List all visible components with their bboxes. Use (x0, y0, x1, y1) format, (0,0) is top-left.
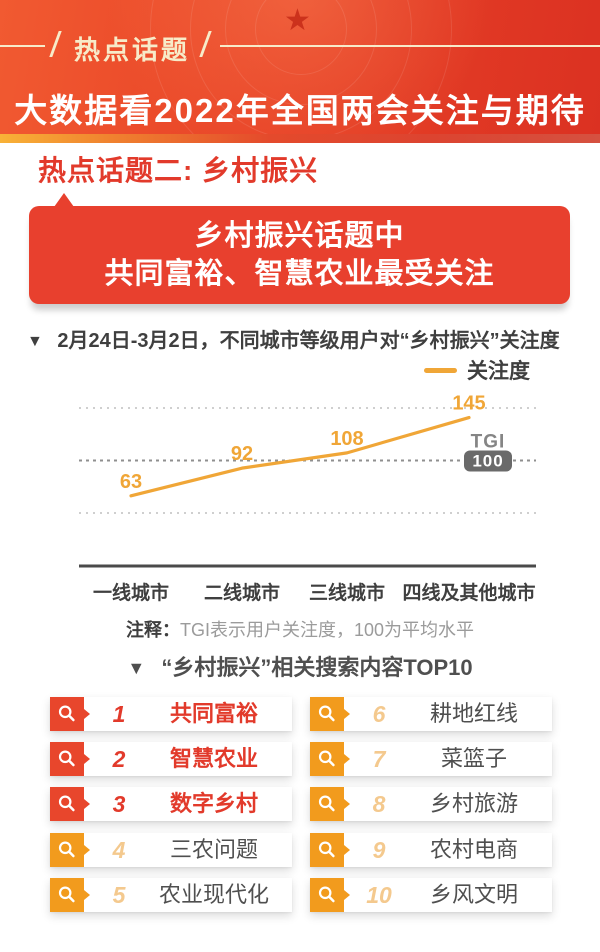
rank-number: 7 (372, 746, 386, 772)
search-item-card: 9 农村电商 (310, 833, 552, 867)
search-icon (50, 742, 90, 776)
triangle-bullet-icon: ▼ (127, 658, 146, 678)
notch-decoration (84, 845, 90, 855)
notch-decoration (344, 799, 350, 809)
notch-decoration (84, 799, 90, 809)
rank-number: 8 (372, 791, 386, 817)
notch-decoration (344, 754, 350, 764)
search-term-label: 耕地红线 (429, 701, 518, 726)
search-term-label: 智慧农业 (169, 746, 258, 771)
search-icon (310, 833, 350, 867)
badge-label: 热点话题 (73, 35, 190, 65)
rank-number: 1 (112, 701, 126, 727)
search-item-card: 10 乡风文明 (310, 878, 552, 912)
top10-heading: ▼ “乡村振兴”相关搜索内容TOP10 (0, 650, 600, 682)
svg-text:TGI: TGI (471, 432, 506, 453)
svg-text:108: 108 (330, 428, 363, 450)
chart-note-label: 注释： (125, 620, 180, 640)
search-term-label: 乡村旅游 (429, 791, 518, 816)
chart-title-text: 2月24日-3月2日，不同城市等级用户对“乡村振兴”关注度 (57, 330, 560, 352)
chart-note: 注释：TGI表示用户关注度，100为平均水平 (0, 616, 600, 642)
search-icon (310, 787, 350, 821)
search-term-label: 农村电商 (429, 837, 518, 862)
header-banner: ★ 热点话题 大数据看2022年全国两会关注与期待 (0, 0, 600, 134)
search-icon (310, 878, 350, 912)
rank-number: 9 (372, 837, 386, 863)
svg-text:二线城市: 二线城市 (204, 581, 280, 604)
rank-number: 6 (372, 701, 386, 727)
search-term-label: 数字乡村 (169, 791, 258, 816)
chart-legend: 关注度 (424, 357, 530, 383)
star-icon: ★ (284, 4, 311, 37)
search-icon (50, 697, 90, 731)
rank-number: 3 (112, 791, 126, 817)
highlight-banner: 乡村振兴话题中 共同富裕、智慧农业最受关注 (29, 193, 570, 304)
svg-text:100: 100 (472, 452, 503, 471)
search-item-card: 4 三农问题 (50, 833, 292, 867)
rank-number: 5 (112, 882, 126, 908)
page-title: 大数据看2022年全国两会关注与期待 (14, 92, 586, 129)
notch-decoration (344, 890, 350, 900)
notch-decoration (84, 709, 90, 719)
legend-line-swatch (424, 367, 457, 373)
search-icon (310, 742, 350, 776)
chart-title: ▼ 2月24日-3月2日，不同城市等级用户对“乡村振兴”关注度 (27, 324, 593, 353)
rank-number: 2 (112, 746, 126, 772)
slash-decoration-right (199, 31, 212, 57)
top10-heading-text: “乡村振兴”相关搜索内容TOP10 (161, 655, 473, 680)
legend-label: 关注度 (467, 360, 530, 383)
svg-text:四线及其他城市: 四线及其他城市 (402, 581, 535, 604)
triangle-bullet-icon: ▼ (27, 333, 43, 350)
search-icon (50, 878, 90, 912)
banner-pointer (54, 193, 74, 207)
svg-text:一线城市: 一线城市 (93, 581, 169, 604)
rank-number: 10 (366, 882, 392, 908)
badge-line-right (220, 45, 600, 47)
search-item-card: 3 数字乡村 (50, 787, 292, 821)
search-term-label: 菜篮子 (440, 746, 507, 771)
notch-decoration (344, 845, 350, 855)
svg-text:63: 63 (120, 471, 142, 493)
badge-line-left (0, 45, 45, 47)
gradient-divider (0, 134, 600, 143)
banner-text-line1: 乡村振兴话题中 (194, 220, 405, 252)
search-icon (310, 697, 350, 731)
search-item-card: 5 农业现代化 (50, 878, 292, 912)
topic-heading: 热点话题二: 乡村振兴 (38, 155, 319, 186)
svg-text:145: 145 (452, 393, 485, 415)
search-term-label: 三农问题 (169, 837, 258, 862)
search-item-card: 7 菜篮子 (310, 742, 552, 776)
slash-decoration-left (49, 31, 62, 57)
search-term-label: 农业现代化 (158, 882, 269, 907)
search-term-label: 共同富裕 (169, 701, 258, 726)
search-icon (50, 833, 90, 867)
search-item-card: 6 耕地红线 (310, 697, 552, 731)
banner-text-line2: 共同富裕、智慧农业最受关注 (104, 258, 495, 290)
badge-row: 热点话题 (0, 28, 600, 65)
notch-decoration (84, 890, 90, 900)
rank-number: 4 (112, 837, 126, 863)
search-icon (50, 787, 90, 821)
search-term-label: 乡风文明 (429, 882, 518, 907)
notch-decoration (344, 709, 350, 719)
search-item-card: 8 乡村旅游 (310, 787, 552, 821)
search-item-card: 2 智慧农业 (50, 742, 292, 776)
svg-text:三线城市: 三线城市 (309, 581, 385, 604)
chart-note-text: TGI表示用户关注度，100为平均水平 (179, 620, 475, 640)
notch-decoration (84, 754, 90, 764)
search-item-card: 1 共同富裕 (50, 697, 292, 731)
svg-text:92: 92 (231, 443, 253, 465)
